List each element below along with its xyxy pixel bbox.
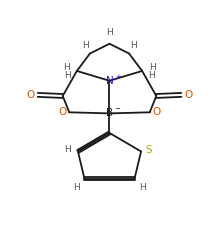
Text: H: H <box>64 145 71 154</box>
Text: H: H <box>74 183 80 192</box>
Text: N: N <box>106 76 113 86</box>
Text: B: B <box>106 108 113 118</box>
Text: O: O <box>184 90 193 100</box>
Text: H: H <box>82 41 89 50</box>
Text: S: S <box>145 145 152 155</box>
Text: H: H <box>149 62 156 72</box>
Text: −: − <box>114 106 120 113</box>
Text: H: H <box>139 183 145 192</box>
Text: O: O <box>26 90 35 100</box>
Text: O: O <box>153 107 161 117</box>
Text: H: H <box>64 71 71 80</box>
Text: H: H <box>130 41 137 50</box>
Text: H: H <box>148 71 155 80</box>
Text: H: H <box>106 28 113 37</box>
Text: O: O <box>58 107 66 117</box>
Text: +: + <box>115 74 121 80</box>
Text: H: H <box>63 62 70 72</box>
